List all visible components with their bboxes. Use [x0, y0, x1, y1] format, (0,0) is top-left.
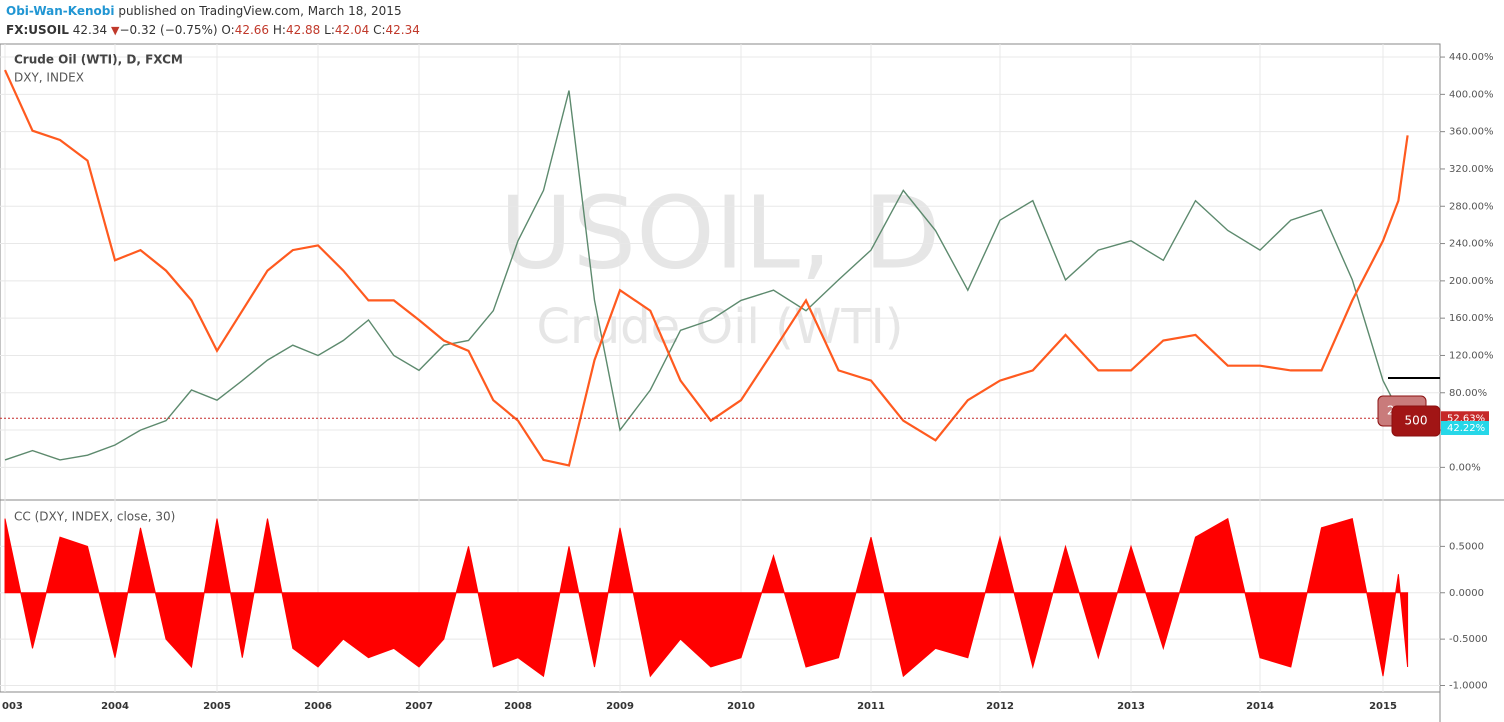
annotation: 500	[1405, 414, 1428, 428]
y-tick-label: 320.00%	[1449, 164, 1494, 175]
y-tick-label: 80.00%	[1449, 388, 1487, 399]
symbol: FX:USOIL	[6, 23, 69, 37]
x-tick-label: 2009	[606, 701, 634, 712]
x-tick-label: 2015	[1369, 701, 1397, 712]
y-tick-label: -0.5000	[1449, 634, 1488, 645]
ohlc-label: C:	[373, 23, 386, 37]
direction: ▼	[110, 24, 120, 37]
y-tick-label: 120.00%	[1449, 350, 1494, 361]
y-tick-label: 0.00%	[1449, 462, 1481, 473]
area	[4, 517, 1409, 678]
quote-line: FX:USOIL 42.34 ▼−0.32 (−0.75%) O:42.66 H…	[6, 21, 420, 40]
header: Obi-Wan-Kenobi published on TradingView.…	[6, 2, 420, 40]
y-tick-label: 0.0000	[1449, 588, 1484, 599]
labels: 003 2004 2005 2006 2007 2008 2009 2010 2011 2012 2…	[2, 52, 1494, 712]
last: 42.34	[72, 23, 108, 37]
marks	[0, 69, 1440, 678]
ohlc-value: 42.66	[234, 23, 270, 37]
author[interactable]: Obi-Wan-Kenobi	[6, 4, 115, 18]
y-tick-label: 0.5000	[1449, 541, 1484, 552]
y-tick-label: 240.00%	[1449, 239, 1494, 250]
legend-entry: DXY, INDEX	[14, 71, 84, 85]
x-tick-label: 2011	[857, 701, 885, 712]
y-tick-label: -1.0000	[1449, 681, 1488, 692]
x-tick-label: 2014	[1246, 701, 1274, 712]
watermark: USOIL, D Crude Oil (WTI)	[499, 174, 940, 355]
x-tick-label: 2004	[101, 701, 129, 712]
x-tick-label: 2005	[203, 701, 231, 712]
ohlc-value: 42.34	[385, 23, 420, 37]
y-tick-label: 400.00%	[1449, 89, 1494, 100]
pane-title: CC (DXY, INDEX, close, 30)	[14, 510, 175, 524]
y-tick-label: 160.00%	[1449, 313, 1494, 324]
x-tick-label: 003	[2, 701, 23, 712]
x-tick-label: 2013	[1117, 701, 1145, 712]
price-label-box	[1441, 420, 1489, 435]
ohlc-value: 42.88	[285, 23, 321, 37]
series-line	[4, 90, 1409, 461]
y-tick-label: 200.00%	[1449, 276, 1494, 287]
annotation-box	[1391, 405, 1441, 437]
ohlc-label: L:	[324, 23, 335, 37]
x-tick-label: 2008	[504, 701, 532, 712]
y-tick-label: 440.00%	[1449, 52, 1494, 63]
series-line	[3, 69, 1409, 467]
ohlc: O:42.66 H:42.88 L:42.04 C:42.34	[221, 23, 419, 37]
x-tick-label: 2012	[986, 701, 1014, 712]
x-tick-label: 2010	[727, 701, 755, 712]
y-tick-label: 280.00%	[1449, 201, 1494, 212]
ohlc-label: O:	[221, 23, 235, 37]
ohlc-label: H:	[272, 23, 286, 37]
price-label: 42.22%	[1447, 423, 1485, 434]
x-tick-label: 2006	[304, 701, 332, 712]
legend-entry: Crude Oil (WTI), D, FXCM	[14, 53, 183, 67]
ohlc-value: 42.04	[334, 23, 370, 37]
price-label: 52.63%	[1447, 413, 1485, 424]
x-tick-label: 2007	[405, 701, 433, 712]
watermark-text: Crude Oil (WTI)	[536, 299, 903, 355]
y-tick-label: 360.00%	[1449, 127, 1494, 138]
watermark-text: USOIL, D	[499, 174, 940, 291]
published: published on TradingView.com, March 18, …	[118, 4, 402, 18]
publish-line: Obi-Wan-Kenobi published on TradingView.…	[6, 2, 420, 21]
change: −0.32 (−0.75%)	[119, 23, 218, 37]
